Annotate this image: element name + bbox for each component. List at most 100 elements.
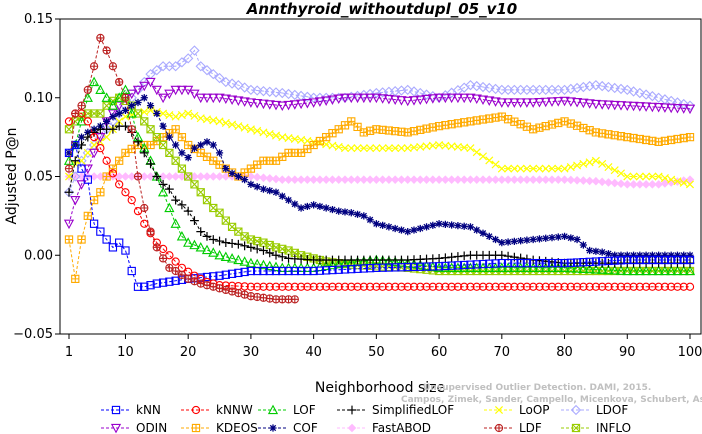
point-fastabod-marker <box>409 175 419 184</box>
point-knn-marker <box>384 263 394 272</box>
point-lof-marker <box>107 100 119 110</box>
point-knn-marker <box>334 265 343 274</box>
point-cof-marker <box>310 201 318 209</box>
point-cof-marker <box>554 233 562 241</box>
point-odin-marker <box>590 99 602 110</box>
point-loop-marker <box>328 141 337 150</box>
point-odin-marker <box>88 148 100 159</box>
point-lof-marker <box>189 239 200 250</box>
point-knnw-marker <box>372 282 381 291</box>
point-cof-marker <box>548 234 556 242</box>
x-tick-label: 50 <box>368 345 385 360</box>
point-knn-marker <box>96 227 105 236</box>
point-ldf-marker <box>171 266 180 276</box>
point-fastabod-marker <box>604 178 613 187</box>
point-lof-marker <box>590 264 602 274</box>
point-simplifiedlof-marker <box>221 238 231 248</box>
point-knnw-marker <box>290 282 299 291</box>
point-lof-marker <box>609 265 620 275</box>
point-cof-marker <box>259 185 268 193</box>
point-odin-marker <box>653 103 664 113</box>
point-cof-marker <box>523 236 531 244</box>
point-odin-marker <box>308 98 319 108</box>
point-knn-marker <box>648 255 657 265</box>
point-knn-marker <box>127 266 136 276</box>
point-cof-marker <box>241 176 249 184</box>
point-knnw-marker <box>271 282 281 291</box>
point-ldof-marker <box>245 84 257 96</box>
point-lof-marker <box>120 84 131 95</box>
point-fastabod-marker <box>478 175 488 184</box>
point-odin-marker <box>371 93 382 104</box>
x-tick-label: 1 <box>65 345 73 360</box>
point-simplifiedlof-marker <box>208 235 218 244</box>
point-ldof-marker <box>208 68 219 80</box>
point-lof-marker <box>509 262 520 272</box>
point-knn-marker <box>234 268 243 278</box>
point-knnw-marker <box>466 282 475 291</box>
point-knnw-marker <box>303 282 312 291</box>
point-lof-marker <box>76 116 87 126</box>
point-simplifiedlof-marker <box>459 251 469 261</box>
point-lof-marker <box>640 265 652 276</box>
point-ldf-marker <box>96 33 105 43</box>
legend-label: COF <box>293 421 318 434</box>
point-kdeos-marker <box>685 132 695 142</box>
point-odin-marker <box>377 94 388 104</box>
point-odin-marker <box>634 102 645 112</box>
point-knnw-marker <box>598 282 607 291</box>
point-loop-marker <box>297 135 306 144</box>
point-odin-marker <box>277 101 288 111</box>
point-odin-marker <box>509 98 520 108</box>
point-knn-marker <box>259 266 268 276</box>
point-odin-marker <box>314 97 326 107</box>
point-ldof-marker <box>484 82 495 94</box>
point-odin-marker <box>672 103 683 114</box>
point-lof-marker <box>258 259 269 270</box>
point-knn-marker <box>434 262 444 271</box>
point-odin-marker <box>176 85 188 96</box>
legend-item-ldof: LDOF <box>561 403 628 417</box>
point-knnw-marker <box>409 282 419 291</box>
point-lof-marker <box>396 257 407 267</box>
point-knn-marker <box>685 255 695 265</box>
point-knn-marker <box>89 219 99 228</box>
point-ldf-marker <box>71 109 80 118</box>
point-fastabod-marker <box>378 175 387 184</box>
point-ldf-marker <box>121 93 130 102</box>
point-ldf-marker <box>89 62 99 71</box>
point-kdeos-marker <box>177 132 187 142</box>
point-knnw-marker <box>591 282 601 291</box>
point-lof-marker <box>553 262 564 272</box>
point-lof-marker <box>421 260 432 271</box>
point-lof-marker <box>628 265 639 276</box>
point-loop-marker <box>547 164 557 173</box>
point-cof-marker <box>410 226 418 234</box>
point-knn-marker <box>372 263 381 272</box>
point-ldof-marker <box>615 83 627 95</box>
point-cof-marker <box>623 251 631 259</box>
point-loop-marker <box>209 116 218 125</box>
point-knn-marker <box>328 265 337 275</box>
point-knnw-marker <box>296 282 306 291</box>
point-knn-marker <box>422 262 431 271</box>
point-knn-marker <box>673 255 682 265</box>
point-ldof-marker <box>609 82 620 94</box>
point-odin-marker <box>126 89 137 100</box>
point-simplifiedlof-marker <box>440 253 450 263</box>
point-knnw-marker <box>397 282 406 291</box>
point-lof-marker <box>82 92 93 102</box>
point-ldof-marker <box>226 78 238 89</box>
point-ldf-marker <box>64 164 74 173</box>
point-cof-marker <box>146 102 155 110</box>
point-loop-marker <box>660 174 669 183</box>
point-ldf-marker <box>140 203 149 213</box>
point-loop-marker <box>253 126 262 135</box>
point-fastabod-marker <box>265 174 275 183</box>
point-cof-marker <box>617 251 625 259</box>
point-lof-marker <box>208 247 219 257</box>
point-kdeos-marker <box>102 172 111 181</box>
point-simplifiedlof-marker <box>190 216 199 225</box>
legend-item-cof: COF <box>258 421 318 434</box>
